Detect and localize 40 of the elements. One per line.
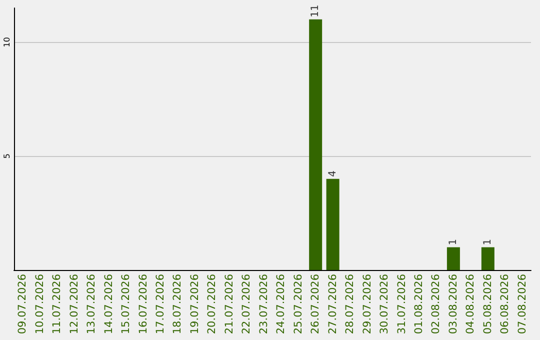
x-tick-label: 19.07.2026 — [188, 274, 201, 334]
x-tick-label: 29.07.2026 — [361, 274, 374, 334]
x-tick-label: 05.08.2026 — [482, 274, 494, 334]
x-tick-label: 30.07.2026 — [378, 274, 391, 334]
data-label: 4 — [327, 170, 338, 177]
bar — [481, 247, 494, 270]
x-tick-label: 17.07.2026 — [154, 274, 166, 334]
x-tick-label: 03.08.2026 — [447, 274, 460, 334]
x-tick-label: 20.07.2026 — [206, 274, 218, 334]
x-tick-label: 02.08.2026 — [430, 274, 442, 334]
x-tick-label: 24.07.2026 — [275, 274, 288, 334]
x-tick-label: 26.07.2026 — [310, 274, 322, 334]
x-tick-label: 28.07.2026 — [344, 274, 356, 334]
x-tick-label: 22.07.2026 — [240, 274, 253, 334]
x-tick-label: 11.07.2026 — [51, 274, 64, 334]
x-tick-label: 31.07.2026 — [396, 274, 408, 334]
data-label: 1 — [448, 238, 459, 246]
x-tick-label: 10.07.2026 — [34, 274, 46, 334]
y-tick-label: 5 — [2, 154, 12, 159]
y-tick-label: 10 — [2, 37, 12, 48]
bar — [326, 178, 340, 270]
bar — [309, 19, 322, 270]
x-tick-label: 15.07.2026 — [120, 274, 132, 334]
x-tick-label: 09.07.2026 — [16, 274, 29, 334]
x-tick-label: 12.07.2026 — [68, 274, 80, 334]
x-tick-label: 27.07.2026 — [326, 274, 339, 334]
x-tick-label: 01.08.2026 — [412, 274, 425, 334]
data-label: 1 — [482, 238, 494, 246]
x-tick-label: 18.07.2026 — [172, 274, 184, 334]
x-tick-label: 14.07.2026 — [102, 274, 115, 334]
x-tick-label: 16.07.2026 — [137, 274, 150, 334]
x-tick-label: 25.07.2026 — [292, 274, 304, 334]
x-tick-label: 07.08.2026 — [516, 274, 528, 334]
x-tick-label: 23.07.2026 — [258, 274, 270, 334]
x-tick-label: 06.08.2026 — [499, 274, 512, 334]
data-label: 11 — [310, 4, 322, 18]
x-tick-label: 21.07.2026 — [223, 274, 236, 334]
bar — [446, 247, 460, 270]
x-tick-label: 13.07.2026 — [86, 274, 98, 334]
x-tick-label: 04.08.2026 — [464, 274, 477, 334]
